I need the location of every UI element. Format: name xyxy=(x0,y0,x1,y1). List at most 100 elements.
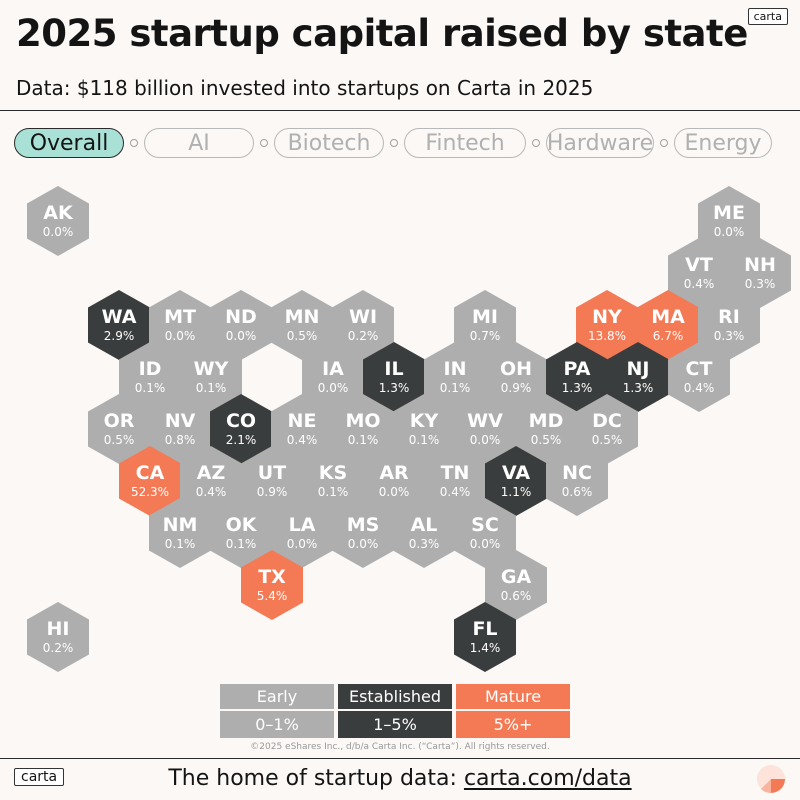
state-percent: 0.5% xyxy=(591,433,623,447)
footer-link[interactable]: carta.com/data xyxy=(463,766,632,791)
legend-label: Mature xyxy=(456,684,570,709)
legend-established: Established 1–5% xyxy=(338,684,452,738)
legend-range: 1–5% xyxy=(338,711,452,738)
tab-hardware[interactable]: Hardware xyxy=(546,128,654,158)
state-percent: 0.1% xyxy=(408,433,440,447)
tab-separator-dot xyxy=(660,139,668,147)
state-percent: 1.4% xyxy=(469,641,501,655)
state-abbr: IL xyxy=(384,358,404,380)
tab-ai[interactable]: AI xyxy=(144,128,254,158)
tab-separator-dot xyxy=(532,139,540,147)
state-abbr: MI xyxy=(472,306,498,328)
state-abbr: ND xyxy=(225,306,257,328)
state-abbr: AL xyxy=(410,514,438,536)
tab-overall[interactable]: Overall xyxy=(14,128,124,158)
footer-tagline: The home of startup data: carta.com/data xyxy=(0,766,800,791)
state-abbr: TX xyxy=(258,566,286,588)
state-percent: 0.4% xyxy=(439,485,471,499)
tab-fintech[interactable]: Fintech xyxy=(404,128,526,158)
state-abbr: NM xyxy=(162,514,198,536)
state-percent: 52.3% xyxy=(130,485,170,499)
state-abbr: NH xyxy=(744,254,776,276)
legend-early: Early 0–1% xyxy=(220,684,334,738)
state-abbr: SC xyxy=(471,514,499,536)
state-abbr: GA xyxy=(500,566,532,588)
state-abbr: IA xyxy=(322,358,344,380)
state-abbr: MN xyxy=(284,306,320,328)
state-abbr: MD xyxy=(528,410,564,432)
state-percent: 6.7% xyxy=(652,329,684,343)
state-percent: 0.0% xyxy=(378,485,410,499)
state-abbr: RI xyxy=(718,306,740,328)
state-abbr: CT xyxy=(685,358,713,380)
state-abbr: VA xyxy=(501,462,531,484)
state-percent: 0.0% xyxy=(317,381,349,395)
state-percent: 0.0% xyxy=(713,225,745,239)
state-percent: 0.5% xyxy=(286,329,318,343)
state-percent: 0.0% xyxy=(164,329,196,343)
tab-separator-dot xyxy=(390,139,398,147)
state-hex-ak[interactable]: AK 0.0% xyxy=(27,186,89,256)
state-percent: 0.3% xyxy=(713,329,745,343)
state-abbr: CO xyxy=(225,410,257,432)
state-percent: 0.9% xyxy=(256,485,288,499)
state-percent: 0.0% xyxy=(469,537,501,551)
tab-separator-dot xyxy=(130,139,138,147)
copyright-notice: ©2025 eShares Inc., d/b/a Carta Inc. (“C… xyxy=(250,742,550,752)
state-abbr: AZ xyxy=(196,462,226,484)
state-hex-fl[interactable]: FL 1.4% xyxy=(454,602,516,672)
state-percent: 0.1% xyxy=(195,381,227,395)
state-abbr: KY xyxy=(409,410,439,432)
state-percent: 0.1% xyxy=(439,381,471,395)
state-abbr: MO xyxy=(345,410,381,432)
page-title: 2025 startup capital raised by state xyxy=(16,12,748,55)
footer-carta-logo: carta xyxy=(14,768,65,786)
state-abbr: OK xyxy=(225,514,257,536)
tab-biotech[interactable]: Biotech xyxy=(274,128,384,158)
carta-mark-icon xyxy=(757,765,785,794)
state-abbr: WV xyxy=(467,410,503,432)
state-abbr: VT xyxy=(685,254,713,276)
state-percent: 0.8% xyxy=(164,433,196,447)
state-percent: 0.6% xyxy=(500,589,532,603)
state-percent: 0.5% xyxy=(103,433,135,447)
state-abbr: ME xyxy=(713,202,745,224)
tab-energy[interactable]: Energy xyxy=(674,128,772,158)
legend-label: Early xyxy=(220,684,334,709)
state-percent: 0.0% xyxy=(286,537,318,551)
state-percent: 1.3% xyxy=(561,381,593,395)
legend-mature: Mature 5%+ xyxy=(456,684,570,738)
state-abbr: TN xyxy=(440,462,470,484)
legend-range: 0–1% xyxy=(220,711,334,738)
state-abbr: FL xyxy=(472,618,498,640)
state-percent: 0.3% xyxy=(408,537,440,551)
state-percent: 0.0% xyxy=(225,329,257,343)
state-hex-tx[interactable]: TX 5.4% xyxy=(241,550,303,620)
state-percent: 0.1% xyxy=(164,537,196,551)
state-percent: 0.0% xyxy=(347,537,379,551)
state-abbr: OH xyxy=(499,358,533,380)
state-abbr: IN xyxy=(443,358,467,380)
state-hex-hi[interactable]: HI 0.2% xyxy=(27,602,89,672)
state-percent: 0.4% xyxy=(683,381,715,395)
state-percent: 1.1% xyxy=(500,485,532,499)
state-percent: 5.4% xyxy=(256,589,288,603)
state-percent: 2.9% xyxy=(103,329,135,343)
state-abbr: ID xyxy=(138,358,162,380)
state-abbr: LA xyxy=(288,514,316,536)
state-percent: 0.6% xyxy=(561,485,593,499)
state-percent: 0.4% xyxy=(195,485,227,499)
state-percent: 0.0% xyxy=(469,433,501,447)
state-abbr: KS xyxy=(318,462,348,484)
state-percent: 0.2% xyxy=(347,329,379,343)
state-abbr: NC xyxy=(562,462,592,484)
state-abbr: MS xyxy=(346,514,380,536)
state-percent: 0.1% xyxy=(225,537,257,551)
state-abbr: NJ xyxy=(626,358,650,380)
state-percent: 0.4% xyxy=(286,433,318,447)
state-abbr: PA xyxy=(563,358,591,380)
state-percent: 0.2% xyxy=(42,641,74,655)
legend-range: 5%+ xyxy=(456,711,570,738)
footer-divider xyxy=(0,758,800,759)
state-abbr: WI xyxy=(348,306,378,328)
